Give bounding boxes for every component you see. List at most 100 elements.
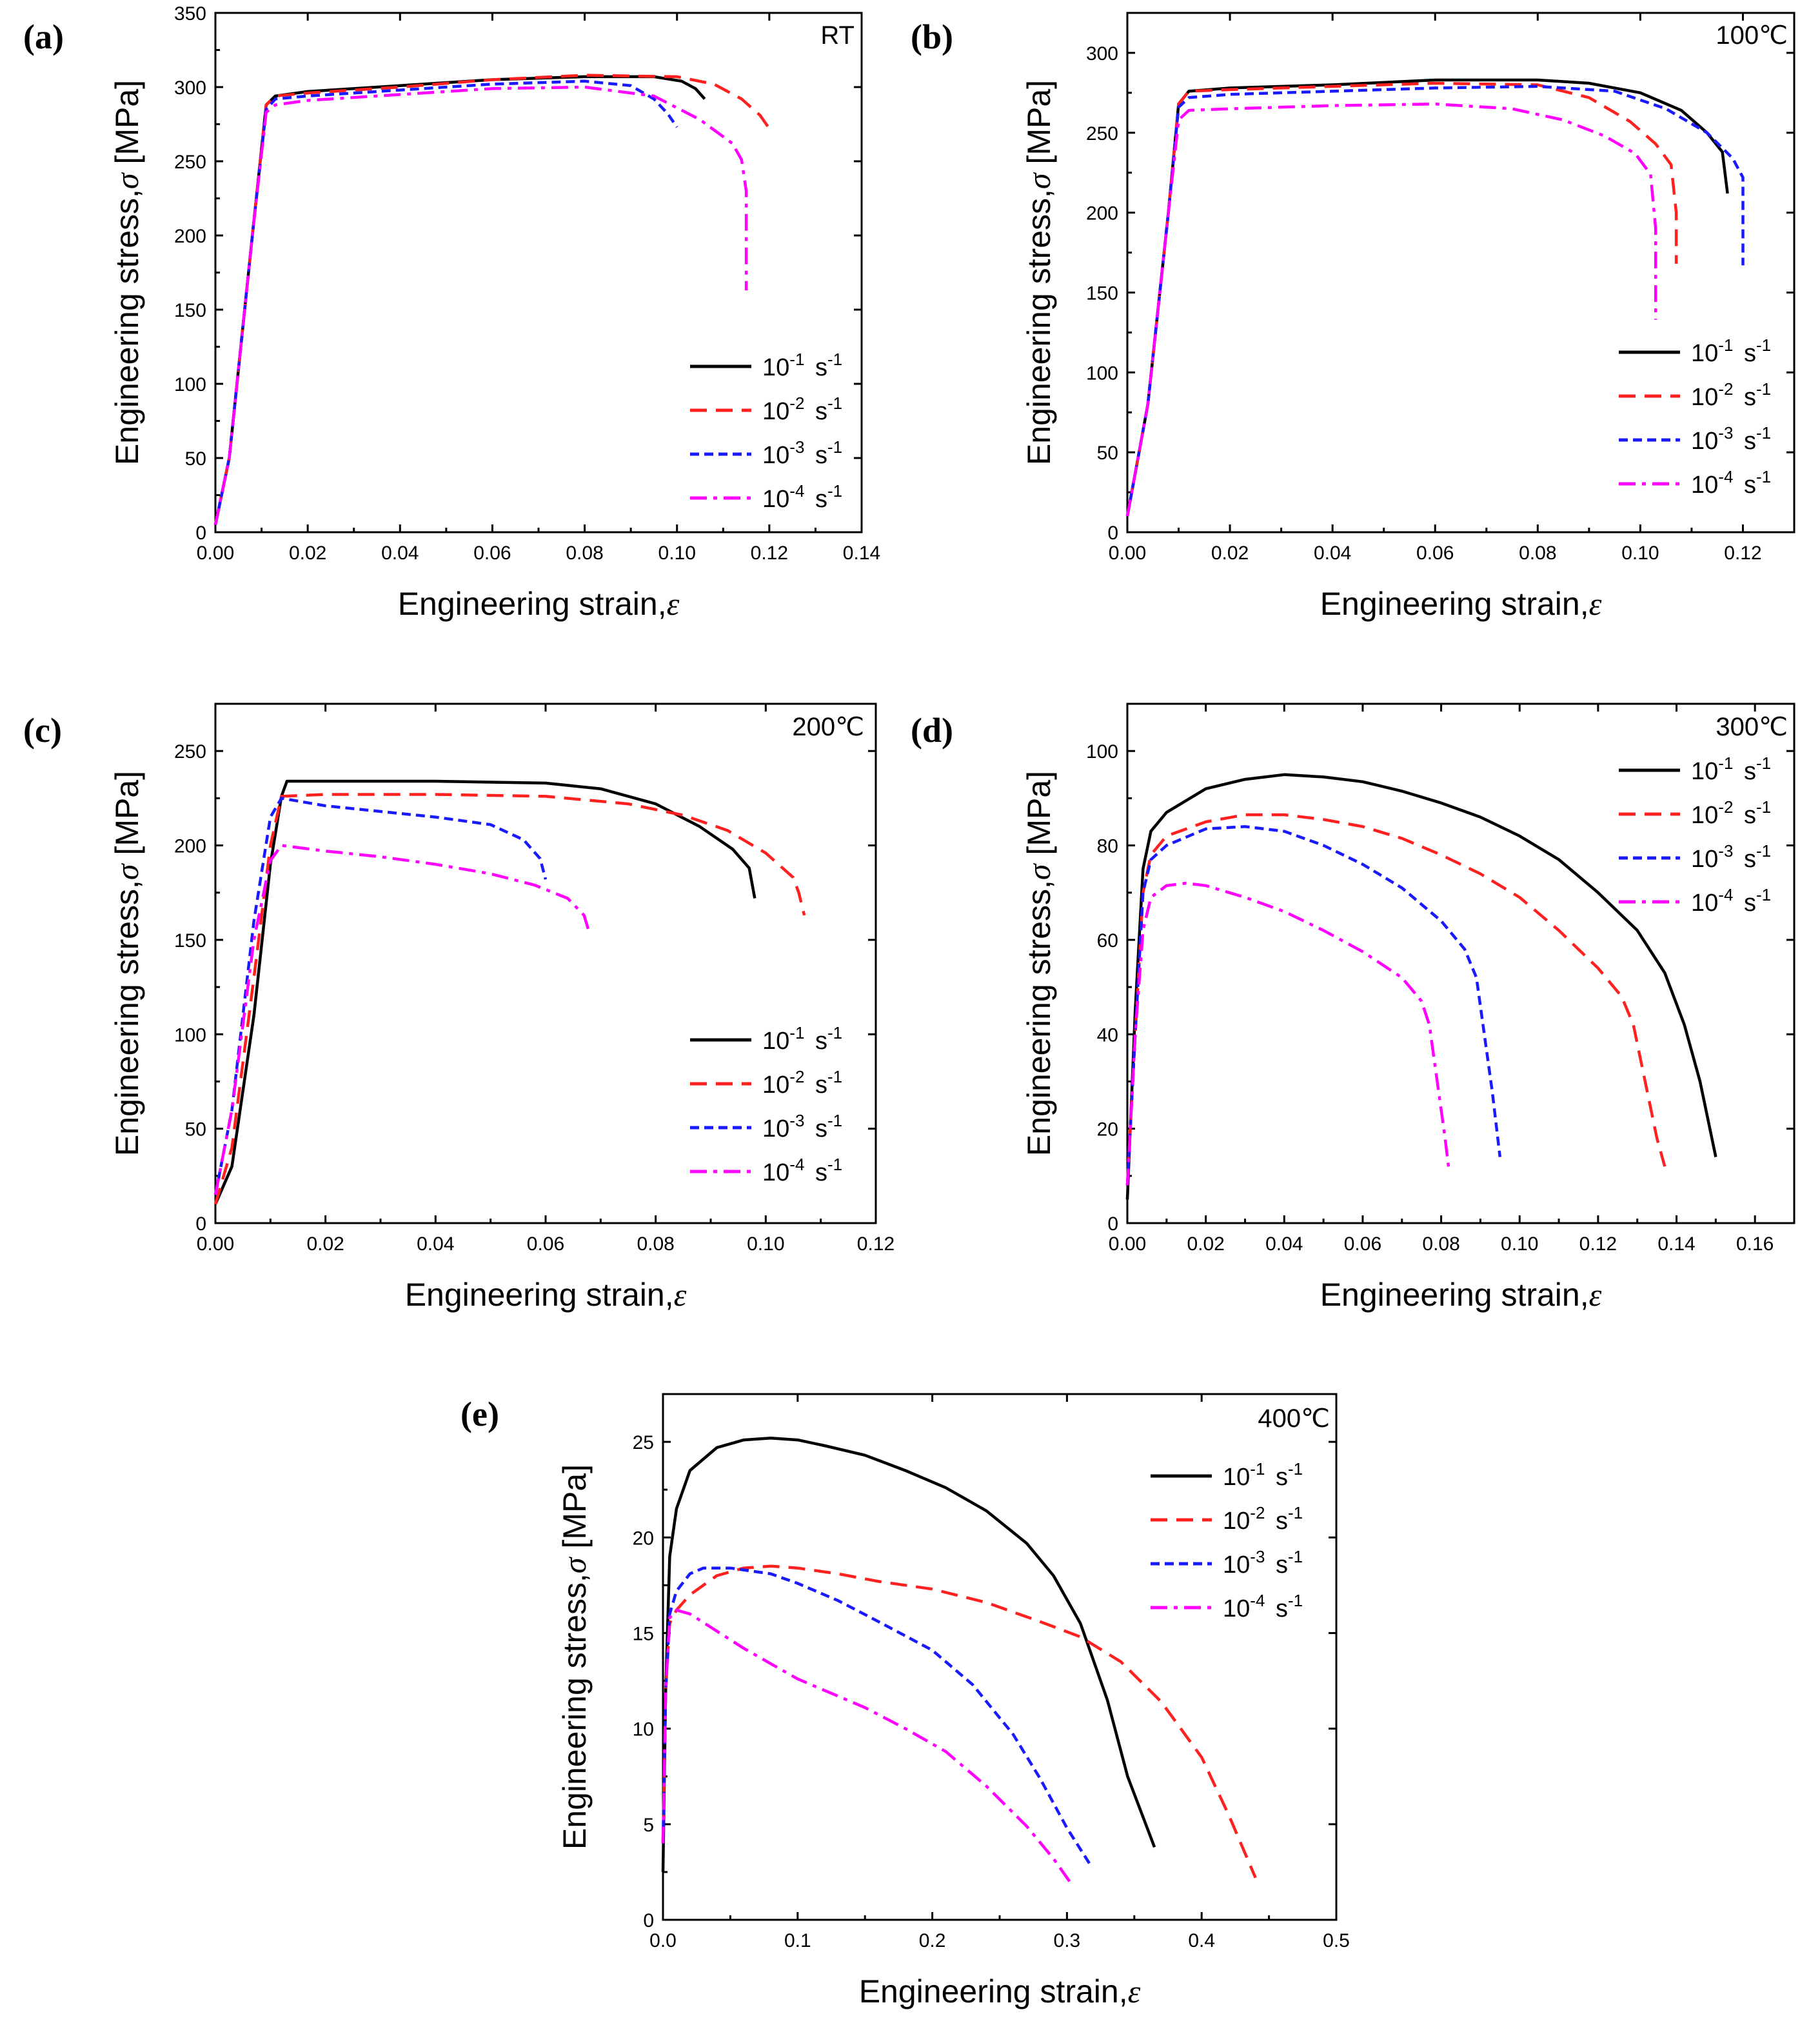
x-tick-label: 0.3 — [1054, 1930, 1081, 1951]
series-line-2 — [1125, 813, 1667, 1186]
x-tick-label: 0.12 — [1724, 543, 1761, 564]
x-tick-label: 0.14 — [843, 543, 880, 564]
legend-label: 10-4 s-1 — [762, 1155, 842, 1186]
x-tick-label: 0.04 — [417, 1233, 454, 1255]
legend-label: 10-1 s-1 — [1691, 753, 1771, 785]
y-tick-label: 250 — [1086, 123, 1118, 145]
x-tick-label: 0.2 — [919, 1930, 946, 1951]
panel-label: (a) — [23, 17, 64, 56]
y-tick-label: 150 — [174, 300, 206, 321]
legend-label: 10-2 s-1 — [1691, 797, 1771, 829]
legend-label: 10-3 s-1 — [1691, 841, 1771, 873]
series-line-1 — [213, 75, 706, 525]
chart-panel-e: 0.0 0.1 0.2 0.3 0.4 0.5 0 5 10 15 20 25 Engineering … — [460, 1393, 1350, 2009]
series-line-1 — [213, 779, 757, 1205]
x-tick-label: 0.10 — [1621, 543, 1659, 564]
x-tick-label: 0.10 — [1501, 1233, 1538, 1255]
x-tick-label: 0.12 — [751, 543, 788, 564]
series-line-4 — [213, 844, 591, 1195]
y-tick-label: 0 — [195, 523, 206, 544]
x-axis-label: Engineering strain,ε — [1320, 586, 1602, 622]
series-line-2 — [213, 74, 771, 525]
temperature-annotation: 300℃ — [1716, 713, 1788, 741]
legend-label: 10-2 s-1 — [1223, 1503, 1303, 1535]
series-line-3 — [1125, 85, 1745, 517]
y-tick-label: 150 — [1086, 283, 1118, 304]
series-line-3 — [1125, 825, 1502, 1186]
y-tick-label: 0 — [643, 1910, 654, 1931]
y-tick-label: 200 — [174, 226, 206, 247]
y-axis-label: Engineering stress,σ [MPa] — [557, 1464, 593, 1850]
y-tick-label: 0 — [1107, 523, 1118, 544]
y-tick-label: 300 — [1086, 43, 1118, 65]
y-tick-label: 15 — [633, 1623, 654, 1644]
x-tick-label: 0.00 — [197, 543, 234, 564]
y-tick-label: 20 — [1097, 1119, 1118, 1141]
legend-label: 10-3 s-1 — [1691, 423, 1771, 455]
x-axis-label: Engineering strain,ε — [398, 586, 680, 622]
y-tick-label: 50 — [185, 448, 206, 470]
y-tick-label: 100 — [174, 374, 206, 395]
x-tick-label: 0.06 — [1416, 543, 1454, 564]
legend: 10-1 s-1 10-2 s-1 10-3 s-1 10-4 s-1 — [1619, 335, 1771, 499]
legend-label: 10-4 s-1 — [1691, 885, 1771, 917]
temperature-annotation: 200℃ — [792, 713, 864, 741]
x-tick-label: 0.5 — [1323, 1930, 1350, 1951]
legend: 10-1 s-1 10-2 s-1 10-3 s-1 10-4 s-1 — [1619, 753, 1771, 917]
series-line-4 — [661, 1608, 1071, 1882]
chart-panel-d: 0.00 0.02 0.04 0.06 0.08 0.10 0.12 0.14 0.16 0 20 4… — [911, 703, 1795, 1313]
x-tick-label: 0.02 — [306, 1233, 344, 1255]
y-tick-label: 40 — [1097, 1024, 1118, 1046]
y-tick-label: 10 — [633, 1719, 654, 1740]
x-tick-label: 0.10 — [658, 543, 696, 564]
x-tick-label: 0.08 — [1422, 1233, 1459, 1255]
x-tick-label: 0.02 — [1187, 1233, 1224, 1255]
y-tick-label: 150 — [174, 930, 206, 952]
y-tick-label: 100 — [174, 1024, 206, 1046]
y-tick-label: 25 — [633, 1432, 654, 1453]
y-tick-label: 0 — [195, 1213, 206, 1235]
legend: 10-1 s-1 10-2 s-1 10-3 s-1 10-4 s-1 — [690, 1023, 842, 1186]
y-tick-label: 80 — [1097, 836, 1118, 857]
series-line-4 — [1125, 102, 1657, 517]
series-line-2 — [213, 793, 806, 1205]
legend-label: 10-2 s-1 — [762, 1067, 842, 1099]
x-tick-label: 0.12 — [857, 1233, 895, 1255]
temperature-annotation: RT — [820, 21, 855, 50]
legend-label: 10-4 s-1 — [1691, 467, 1771, 499]
legend-label: 10-1 s-1 — [762, 1023, 842, 1055]
chart-panel-c: 0.00 0.02 0.04 0.06 0.08 0.10 0.12 0 50 100 150 200… — [23, 703, 895, 1313]
x-tick-label: 0.12 — [1579, 1233, 1617, 1255]
x-tick-label: 0.06 — [1344, 1233, 1381, 1255]
x-tick-label: 0.4 — [1188, 1930, 1215, 1951]
x-tick-label: 0.04 — [1314, 543, 1351, 564]
series-line-1 — [1125, 78, 1729, 517]
legend-label: 10-4 s-1 — [762, 481, 842, 513]
x-tick-label: 0.06 — [527, 1233, 564, 1255]
legend-label: 10-4 s-1 — [1223, 1591, 1303, 1622]
y-tick-label: 250 — [174, 741, 206, 763]
x-tick-label: 0.04 — [381, 543, 419, 564]
series-line-4 — [213, 85, 748, 525]
y-tick-label: 50 — [185, 1119, 206, 1141]
x-tick-label: 0.00 — [1109, 1233, 1146, 1255]
x-tick-label: 0.10 — [747, 1233, 784, 1255]
x-tick-label: 0.16 — [1736, 1233, 1774, 1255]
y-tick-label: 250 — [174, 152, 206, 173]
x-tick-label: 0.02 — [1211, 543, 1249, 564]
panel-label: (c) — [23, 711, 62, 750]
series-line-2 — [661, 1564, 1257, 1879]
x-tick-label: 0.08 — [1519, 543, 1556, 564]
panel-label: (e) — [460, 1395, 499, 1433]
series-line-2 — [1125, 81, 1678, 517]
series-line-3 — [213, 797, 548, 1195]
x-tick-label: 0.1 — [784, 1930, 811, 1951]
y-tick-label: 200 — [174, 836, 206, 857]
y-tick-label: 200 — [1086, 203, 1118, 224]
y-tick-label: 60 — [1097, 930, 1118, 952]
y-tick-label: 100 — [1086, 741, 1118, 763]
series-line-3 — [661, 1566, 1093, 1868]
plot-frame — [1126, 703, 1795, 1224]
x-tick-label: 0.08 — [566, 543, 603, 564]
